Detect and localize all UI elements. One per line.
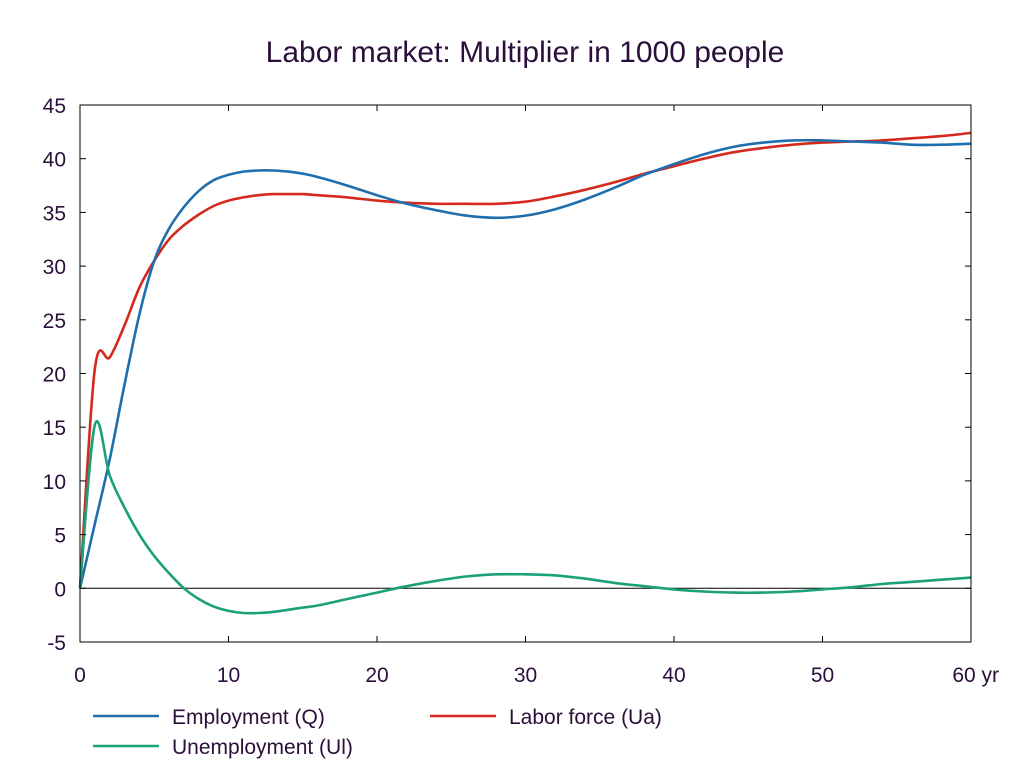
y-tick-label: -5 bbox=[47, 632, 66, 655]
y-tick-label: 25 bbox=[43, 310, 66, 333]
x-tick-label: 50 bbox=[811, 664, 834, 687]
legend-item-labor-force-ua: Labor force (Ua) bbox=[430, 706, 662, 729]
y-axis-tick-labels: -5 0 5 10 15 20 25 30 35 40 45 bbox=[43, 95, 66, 655]
axis-ticks bbox=[79, 104, 972, 643]
y-tick-label: 40 bbox=[43, 149, 66, 172]
x-axis-tick-labels: 0 10 20 30 40 50 60 yr bbox=[74, 664, 999, 687]
x-tick-label: 40 bbox=[662, 664, 685, 687]
y-tick-label: 30 bbox=[43, 256, 66, 279]
legend-label: Unemployment (Ul) bbox=[172, 736, 353, 759]
chart-title: Labor market: Multiplier in 1000 people bbox=[266, 36, 785, 69]
x-tick-label: 0 bbox=[74, 664, 86, 687]
x-tick-label: 10 bbox=[217, 664, 240, 687]
y-tick-label: 5 bbox=[54, 525, 66, 548]
legend: Employment (Q) Labor force (Ua) Unemployme… bbox=[93, 706, 662, 759]
legend-label: Labor force (Ua) bbox=[509, 706, 662, 729]
series-layer bbox=[78, 131, 972, 615]
x-tick-label: 30 bbox=[514, 664, 537, 687]
y-tick-label: 35 bbox=[43, 202, 66, 225]
series-line-labor-force-ua bbox=[78, 131, 972, 589]
y-tick-label: 45 bbox=[43, 95, 66, 118]
legend-item-unemployment-ul: Unemployment (Ul) bbox=[93, 736, 353, 759]
x-tick-label: 20 bbox=[365, 664, 388, 687]
y-tick-label: 10 bbox=[43, 471, 66, 494]
y-tick-label: 20 bbox=[43, 364, 66, 387]
legend-item-employment-q: Employment (Q) bbox=[93, 706, 325, 729]
series-line-unemployment-ul bbox=[78, 420, 972, 615]
y-tick-label: 15 bbox=[43, 417, 66, 440]
y-tick-label: 0 bbox=[54, 578, 66, 601]
series-line-employment-q bbox=[78, 138, 972, 589]
x-tick-label: 60 yr bbox=[952, 664, 999, 687]
legend-label: Employment (Q) bbox=[172, 706, 325, 729]
plot-area-frame bbox=[79, 104, 972, 643]
